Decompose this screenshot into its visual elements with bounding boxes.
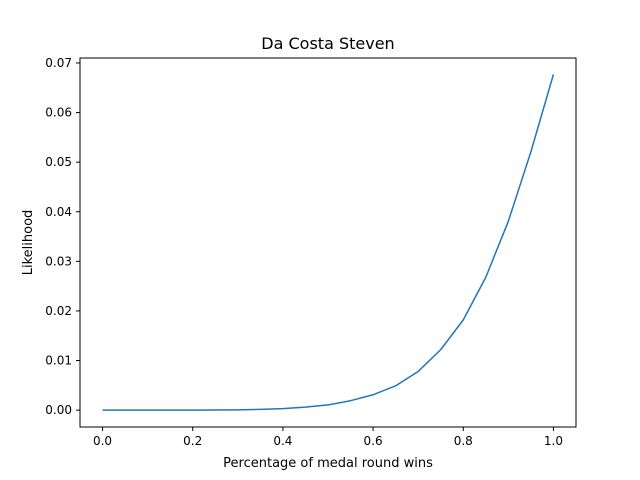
x-tick-label: 0.6 [364, 434, 383, 448]
y-tick-label: 0.05 [45, 155, 72, 169]
y-tick-label: 0.03 [45, 254, 72, 268]
y-tick-label: 0.04 [45, 205, 72, 219]
chart-title: Da Costa Steven [261, 34, 394, 53]
x-tick-label: 0.4 [273, 434, 292, 448]
series-line [102, 74, 555, 411]
y-tick-label: 0.00 [45, 403, 72, 417]
x-axis-label: Percentage of medal round wins [223, 456, 433, 471]
y-axis-label: Likelihood [21, 210, 36, 276]
y-tick-label: 0.01 [45, 354, 72, 368]
y-tick-label: 0.07 [45, 56, 72, 70]
x-axis: 0.0 0.2 0.4 0.6 0.8 1.0 [93, 427, 563, 448]
x-tick-label: 0.8 [454, 434, 473, 448]
axes-frame [79, 57, 577, 428]
y-tick-label: 0.02 [45, 304, 72, 318]
x-tick-label: 1.0 [544, 434, 563, 448]
y-tick-label: 0.06 [45, 106, 72, 120]
x-tick-label: 0.0 [93, 434, 112, 448]
plot-area [102, 74, 555, 411]
x-tick-label: 0.2 [183, 434, 202, 448]
y-axis: 0.00 0.01 0.02 0.03 0.04 0.05 0.06 0.07 [45, 56, 80, 417]
